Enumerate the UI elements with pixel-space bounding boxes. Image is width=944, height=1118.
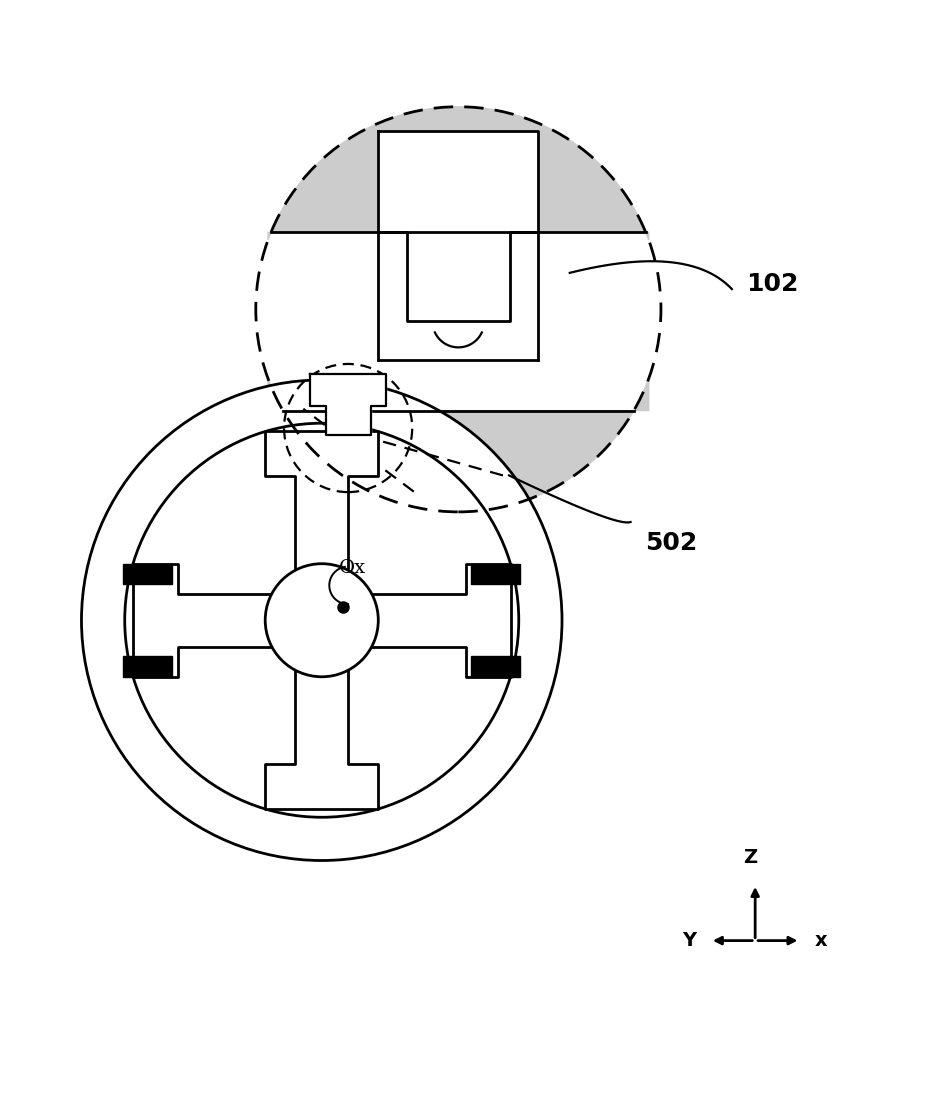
Polygon shape: [406, 233, 510, 322]
Text: x: x: [814, 931, 826, 950]
Polygon shape: [378, 131, 538, 322]
Text: 502: 502: [644, 531, 697, 556]
Polygon shape: [265, 432, 378, 591]
Polygon shape: [471, 563, 520, 585]
Circle shape: [81, 380, 562, 861]
Polygon shape: [311, 375, 385, 435]
Polygon shape: [265, 648, 378, 809]
Polygon shape: [471, 656, 520, 676]
Polygon shape: [268, 106, 648, 240]
Text: Ox: Ox: [338, 559, 365, 577]
Polygon shape: [349, 563, 511, 676]
Circle shape: [265, 563, 378, 676]
Text: 102: 102: [745, 273, 798, 296]
Polygon shape: [123, 563, 172, 585]
Polygon shape: [123, 656, 172, 676]
Text: Z: Z: [743, 849, 757, 868]
Text: Y: Y: [681, 931, 695, 950]
Polygon shape: [268, 379, 648, 512]
Polygon shape: [132, 563, 294, 676]
